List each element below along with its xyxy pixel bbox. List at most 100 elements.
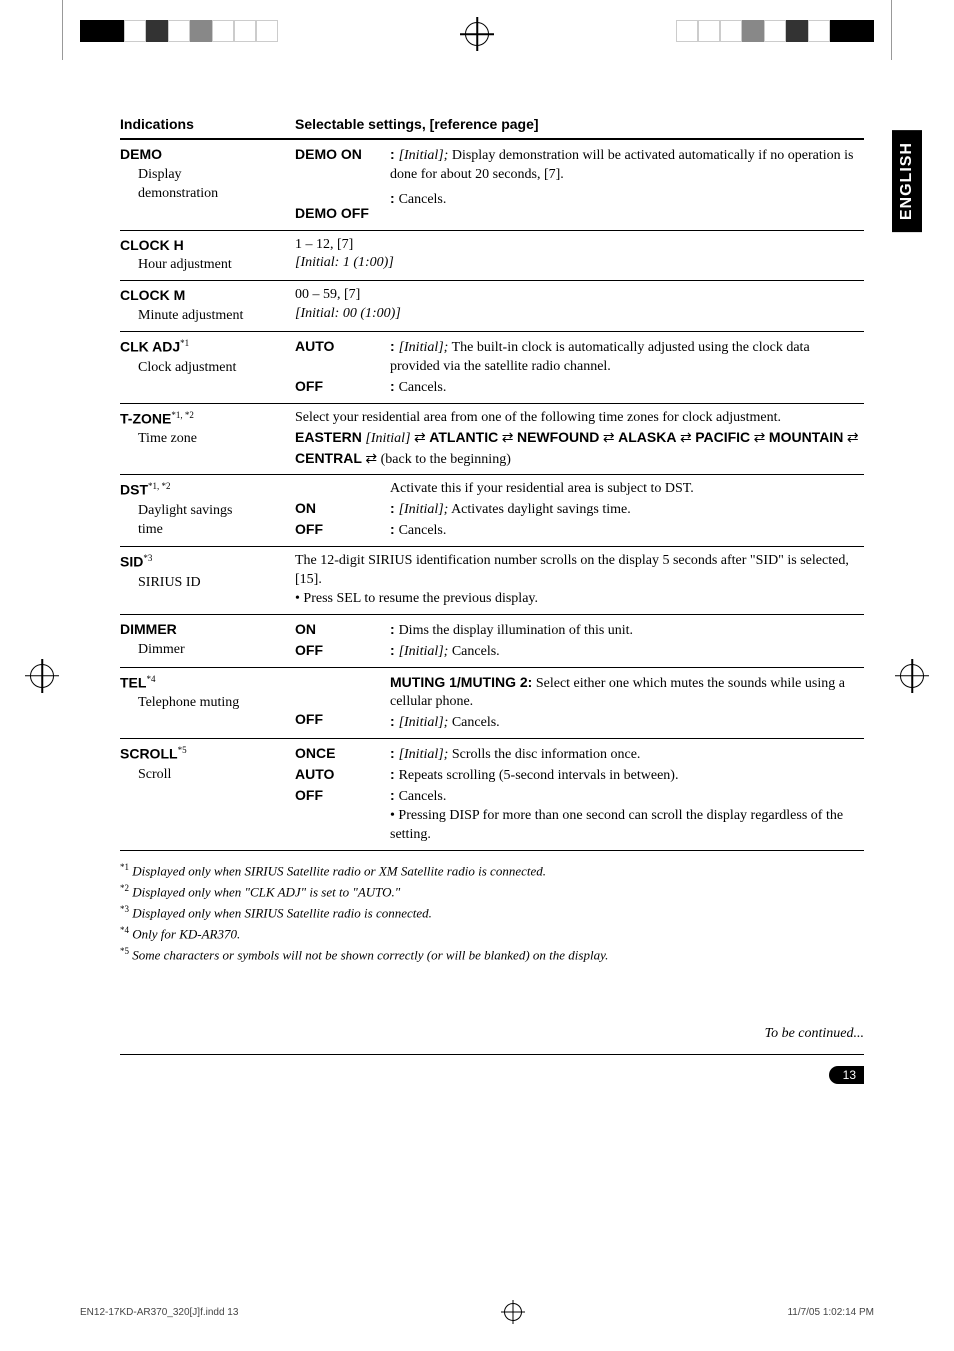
page-content: ENGLISH Indications Selectable settings,… (120, 110, 864, 1054)
table-header-row: Indications Selectable settings, [refere… (120, 110, 864, 139)
sup: *5 (178, 745, 187, 755)
option-desc: Cancels. (399, 789, 447, 804)
row-sub: Telephone muting (120, 694, 291, 713)
table-row: T-ZONE*1, *2 Time zone Select your resid… (120, 403, 864, 475)
option-label: AUTO (295, 766, 334, 782)
option-label: OFF (295, 521, 323, 537)
seq-item: PACIFIC (695, 429, 750, 445)
option-desc: Cancels. (399, 523, 447, 538)
row-sub: time (120, 521, 291, 540)
desc-text: Press SEL to resume the previous display… (303, 591, 538, 606)
option-label: ON (295, 621, 316, 637)
page-number: 13 (829, 1066, 864, 1084)
continued-text: To be continued... (120, 1026, 864, 1042)
option-desc: [Initial]; (399, 715, 449, 730)
row-sub: SIRIUS ID (120, 574, 291, 593)
option-desc: The built-in clock is automatically adju… (390, 340, 810, 374)
table-row: DIMMER Dimmer ON OFF : Dims the display … (120, 614, 864, 667)
option-label: AUTO (295, 338, 334, 354)
row-name: DST (120, 482, 148, 498)
row-name: SID (120, 554, 143, 570)
table-row: CLK ADJ*1 Clock adjustment AUTO OFF : [I… (120, 332, 864, 404)
table-row: DST*1, *2 Daylight savings time ON OFF A… (120, 475, 864, 547)
sup: *1, *2 (171, 410, 194, 420)
header-col1: Indications (120, 110, 295, 139)
row-sub: Time zone (120, 430, 291, 449)
desc-text: The 12-digit SIRIUS identification numbe… (295, 553, 849, 587)
table-row: DEMO Display demonstration DEMO ON DEMO … (120, 139, 864, 230)
seq-item: ATLANTIC (429, 429, 498, 445)
row-sub: Hour adjustment (120, 256, 291, 275)
option-desc: Activates daylight savings time. (448, 502, 630, 517)
row-name: SCROLL (120, 746, 178, 762)
crop-bar-right (676, 20, 874, 42)
seq-end: (back to the beginning) (381, 452, 511, 467)
row-name: CLK ADJ (120, 339, 180, 355)
footer-right: 11/7/05 1:02:14 PM (787, 1307, 874, 1318)
footnote-text: Only for KD-AR370. (132, 927, 240, 942)
table-row: SCROLL*5 Scroll ONCE AUTO OFF : [Initial… (120, 739, 864, 850)
option-desc: Cancels. (448, 644, 499, 659)
footer-left: EN12-17KD-AR370_320[J]f.indd 13 (80, 1307, 238, 1318)
sup: *3 (143, 553, 152, 563)
row-sub: demonstration (120, 185, 291, 204)
row-sub: Display (120, 166, 291, 185)
option-desc: Cancels. (399, 192, 447, 207)
footnotes: *1 Displayed only when SIRIUS Satellite … (120, 861, 864, 966)
language-tab: ENGLISH (892, 130, 922, 232)
option-desc: [Initial]; (399, 502, 449, 517)
registration-mark-right (900, 664, 924, 688)
print-footer: EN12-17KD-AR370_320[J]f.indd 13 11/7/05 … (80, 1303, 874, 1321)
registration-mark-bottom (504, 1303, 522, 1321)
option-desc: Scrolls the disc information once. (448, 747, 640, 762)
option-desc: [Initial]; (399, 747, 449, 762)
option-desc: Cancels. (399, 380, 447, 395)
row-sub: Daylight savings (120, 502, 291, 521)
footnote-text: Some characters or symbols will not be s… (132, 948, 608, 963)
settings-table: Indications Selectable settings, [refere… (120, 110, 864, 851)
footnote-text: Displayed only when "CLK ADJ" is set to … (132, 884, 400, 899)
row-name: TEL (120, 674, 146, 690)
option-desc: [Initial]; (399, 644, 449, 659)
page-rule (120, 1054, 864, 1055)
row-name: T-ZONE (120, 410, 171, 426)
initial-text: [Initial: 1 (1:00)] (295, 255, 394, 270)
option-label: OFF (295, 642, 323, 658)
row-name: DIMMER (120, 621, 177, 637)
crop-marks (0, 0, 954, 50)
row-name: DEMO (120, 146, 162, 162)
intro-text: Activate this if your residential area i… (390, 481, 694, 496)
option-desc: Cancels. (448, 715, 499, 730)
option-label: DEMO ON (295, 146, 362, 162)
header-col2: Selectable settings, [reference page] (295, 110, 864, 139)
seq-item: CENTRAL (295, 450, 362, 466)
option-label: ON (295, 500, 316, 516)
value-text: 1 – 12, [7] (295, 237, 353, 252)
seq-item: EASTERN (295, 429, 362, 445)
row-name: CLOCK M (120, 287, 185, 303)
option-label: ONCE (295, 745, 335, 761)
table-row: CLOCK M Minute adjustment 00 – 59, [7] [… (120, 281, 864, 332)
page-number-badge: 13 (829, 1066, 864, 1084)
sup: *1 (180, 338, 189, 348)
seq-init: [Initial] (365, 431, 410, 446)
option-desc: [Initial]; (399, 148, 449, 163)
option-label: OFF (295, 378, 323, 394)
value-text: 00 – 59, [7] (295, 287, 360, 302)
sup: *4 (146, 674, 155, 684)
footnote-text: Displayed only when SIRIUS Satellite rad… (132, 905, 432, 920)
registration-mark-left (30, 664, 54, 688)
intro-text: Select your residential area from one of… (295, 410, 781, 425)
row-sub: Dimmer (120, 641, 291, 660)
option-desc: Display demonstration will be activated … (390, 148, 853, 182)
option-label: OFF (295, 787, 323, 803)
row-sub: Scroll (120, 766, 291, 785)
footnote-text: Displayed only when SIRIUS Satellite rad… (132, 863, 546, 878)
table-row: SID*3 SIRIUS ID The 12-digit SIRIUS iden… (120, 547, 864, 615)
registration-mark (465, 22, 489, 46)
row-name: CLOCK H (120, 237, 184, 253)
option-desc: Repeats scrolling (5-second intervals in… (399, 768, 679, 783)
option-label: OFF (295, 711, 323, 727)
initial-text: [Initial: 00 (1:00)] (295, 306, 401, 321)
table-row: CLOCK H Hour adjustment 1 – 12, [7] [Ini… (120, 230, 864, 281)
